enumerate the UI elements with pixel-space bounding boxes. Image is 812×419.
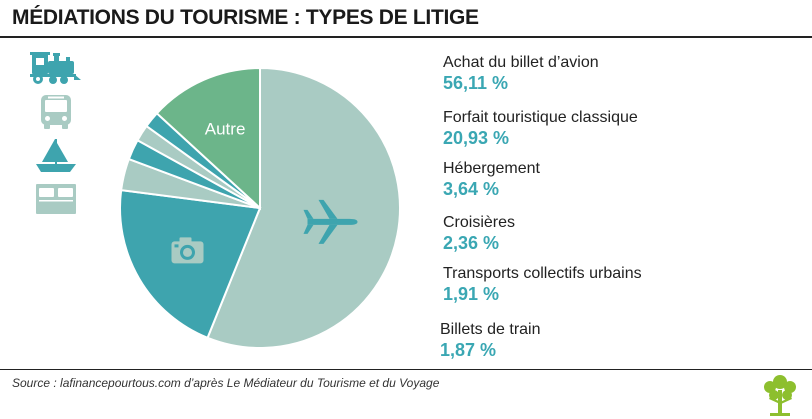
bus-icon	[41, 95, 71, 129]
pie-slices	[119, 66, 401, 349]
legend-value: 20,93 %	[443, 128, 510, 148]
legend-item: Transports collectifs urbains 1,91 %	[443, 264, 642, 305]
legend-label: Transports collectifs urbains	[443, 265, 642, 282]
pie-slice-6	[155, 66, 261, 211]
legend-item: Croisières 2,36 %	[443, 213, 515, 254]
legend-label: Achat du billet d’avion	[443, 54, 599, 71]
legend-label: Forfait touristique classique	[443, 109, 638, 126]
airplane-icon	[303, 199, 358, 244]
legend-value: 1,91 %	[443, 284, 500, 304]
pie-overlays: Autre	[171, 120, 358, 264]
sailboat-icon	[36, 139, 76, 172]
legend-item: Hébergement 3,64 %	[443, 159, 540, 200]
pie-inside-label: Autre	[205, 120, 246, 139]
legend-value: 3,64 %	[443, 179, 500, 199]
legend-label: Billets de train	[440, 321, 541, 338]
legend-label: Hébergement	[443, 160, 540, 177]
chart-title: MÉDIATIONS DU TOURISME : TYPES DE LITIGE	[12, 6, 479, 29]
camera-icon	[171, 237, 204, 264]
legend-item: Achat du billet d’avion 56,11 %	[443, 53, 599, 94]
legend-value: 2,36 %	[443, 233, 500, 253]
legend-label: Croisières	[443, 214, 516, 231]
legend-value: 56,11 %	[443, 73, 509, 93]
pie-slice-1	[119, 188, 262, 340]
pie-chart: Autre	[119, 66, 401, 349]
train-icon	[30, 52, 81, 84]
title-divider	[0, 36, 812, 38]
bed-icon	[36, 184, 76, 214]
source-note: Source : lafinancepourtous.com d’après L…	[12, 376, 440, 390]
legend-item: Billets de train 1,87 %	[440, 320, 541, 361]
source-divider	[0, 369, 812, 370]
transport-icons	[28, 50, 88, 220]
legend-item: Forfait touristique classique 20,93 %	[443, 108, 638, 149]
pie-slice-0	[206, 66, 401, 349]
tree-logo-icon	[764, 375, 796, 416]
legend-value: 1,87 %	[440, 340, 497, 360]
